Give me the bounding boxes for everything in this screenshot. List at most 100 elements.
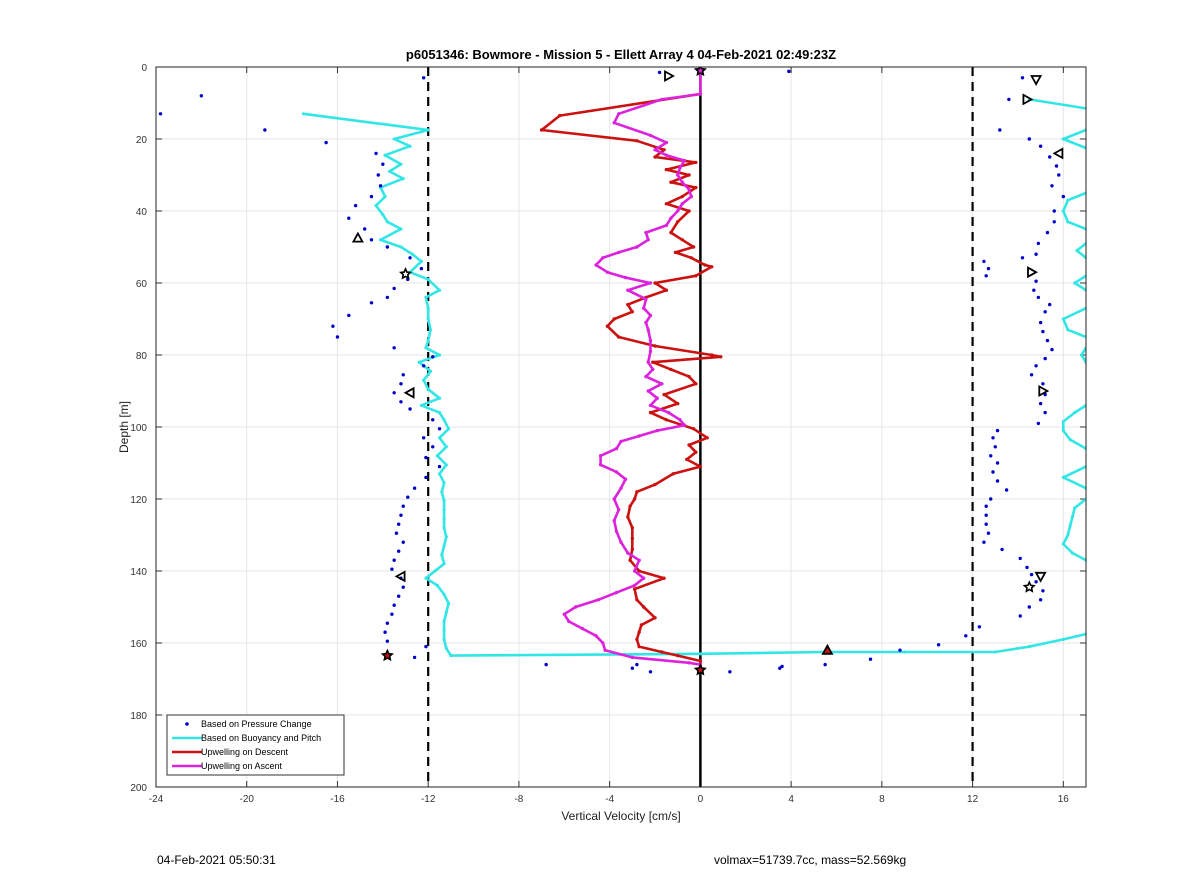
pressure-change-point bbox=[381, 162, 385, 166]
y-tick-label: 180 bbox=[130, 711, 147, 722]
upwelling-descent-point bbox=[637, 630, 641, 634]
pressure-change-point bbox=[408, 256, 412, 260]
pressure-change-point bbox=[984, 513, 988, 517]
upwelling-descent-point bbox=[662, 392, 666, 397]
upwelling-descent-point bbox=[626, 302, 630, 307]
upwelling-ascent-point bbox=[617, 112, 621, 116]
event-marker-triangle-left bbox=[394, 570, 406, 583]
pressure-change-point bbox=[392, 603, 396, 607]
pressure-change-point bbox=[1052, 220, 1056, 224]
buoyancy-pitch-point bbox=[442, 499, 446, 503]
pressure-change-point bbox=[324, 140, 328, 145]
legend: Based on Pressure Change Based on Buoyanc… bbox=[166, 714, 345, 776]
pressure-change-point bbox=[421, 76, 426, 80]
legend-entry: Upwelling on Descent bbox=[201, 747, 289, 757]
pressure-change-point bbox=[397, 594, 401, 598]
upwelling-descent-point bbox=[653, 616, 657, 620]
pressure-change-point bbox=[331, 324, 335, 328]
pressure-change-point bbox=[1034, 252, 1038, 256]
upwelling-descent-point bbox=[689, 256, 694, 260]
upwelling-descent-point bbox=[687, 173, 691, 177]
pressure-change-point bbox=[401, 585, 405, 589]
x-axis-label: Vertical Velocity [cm/s] bbox=[561, 809, 680, 823]
upwelling-descent-point bbox=[687, 374, 691, 379]
buoyancy-pitch-point bbox=[428, 328, 433, 332]
chart-title: p6051346: Bowmore - Mission 5 - Ellett A… bbox=[406, 47, 836, 62]
pressure-change-point bbox=[1032, 288, 1036, 292]
upwelling-descent-point bbox=[687, 209, 691, 213]
pressure-change-point bbox=[392, 558, 396, 562]
upwelling-descent-point bbox=[660, 650, 664, 654]
upwelling-ascent-point bbox=[623, 275, 628, 280]
upwelling-descent-point bbox=[710, 265, 714, 269]
x-tick-label: -24 bbox=[149, 794, 164, 805]
upwelling-ascent-point bbox=[596, 598, 601, 602]
y-tick-label: 0 bbox=[141, 63, 147, 74]
pressure-change-point bbox=[1043, 410, 1047, 415]
buoyancy-pitch-point bbox=[419, 259, 423, 263]
buoyancy-pitch-point bbox=[1061, 420, 1065, 424]
upwelling-descent-point bbox=[664, 202, 669, 206]
pressure-change-point bbox=[1045, 230, 1050, 235]
pressure-change-point bbox=[1048, 155, 1052, 159]
upwelling-descent-point bbox=[680, 194, 684, 199]
buoyancy-pitch-line bbox=[1062, 307, 1086, 339]
pressure-change-point bbox=[412, 655, 417, 660]
legend-entry: Based on Pressure Change bbox=[201, 719, 312, 729]
pressure-change-point bbox=[1036, 295, 1041, 300]
pressure-change-point bbox=[984, 274, 988, 278]
buoyancy-pitch-point bbox=[444, 646, 448, 651]
pressure-change-point bbox=[1036, 241, 1041, 246]
event-marker-triangle-right bbox=[664, 69, 675, 83]
upwelling-ascent-point bbox=[698, 92, 703, 96]
pressure-change-point bbox=[369, 194, 374, 199]
pressure-change-point bbox=[431, 418, 435, 422]
pressure-change-point bbox=[419, 266, 424, 271]
event-marker-triangle-up bbox=[351, 231, 364, 243]
buoyancy-pitch-point bbox=[442, 619, 446, 624]
buoyancy-pitch-point bbox=[401, 177, 405, 181]
upwelling-ascent-point bbox=[580, 626, 585, 631]
event-marker-triangle-left bbox=[1052, 147, 1064, 160]
buoyancy-pitch-point bbox=[444, 445, 448, 449]
pressure-change-point bbox=[1036, 421, 1041, 426]
pressure-change-point bbox=[347, 313, 351, 318]
buoyancy-pitch-point bbox=[426, 128, 430, 132]
pressure-change-point bbox=[1050, 184, 1054, 188]
pressure-change-point bbox=[544, 662, 548, 667]
buoyancy-pitch-point bbox=[381, 213, 385, 217]
upwelling-descent-point bbox=[694, 160, 698, 165]
event-marker-star bbox=[380, 648, 394, 662]
pressure-change-point bbox=[362, 227, 367, 231]
buoyancy-pitch-point bbox=[1066, 198, 1070, 202]
upwelling-ascent-point bbox=[646, 238, 650, 242]
y-tick-label: 200 bbox=[130, 783, 147, 794]
pressure-change-point bbox=[408, 407, 412, 411]
buoyancy-pitch-point bbox=[1079, 353, 1084, 357]
y-tick-label: 100 bbox=[130, 423, 147, 434]
pressure-change-point bbox=[399, 400, 403, 404]
upwelling-descent-point bbox=[669, 180, 673, 184]
upwelling-descent-point bbox=[698, 464, 703, 469]
buoyancy-pitch-point bbox=[1066, 220, 1070, 224]
buoyancy-pitch-point bbox=[437, 288, 442, 292]
buoyancy-pitch-point bbox=[399, 162, 403, 166]
pressure-change-point bbox=[431, 445, 435, 449]
upwelling-descent-point bbox=[635, 637, 639, 642]
upwelling-descent-point bbox=[685, 457, 689, 462]
pressure-change-point bbox=[424, 455, 428, 460]
buoyancy-pitch-point bbox=[437, 472, 442, 476]
upwelling-descent-point bbox=[664, 288, 669, 292]
upwelling-descent-point bbox=[639, 623, 644, 627]
event-marker-star bbox=[1022, 580, 1036, 593]
event-marker-triangle-right bbox=[1027, 266, 1038, 279]
buoyancy-pitch-point bbox=[385, 220, 389, 224]
upwelling-ascent-point bbox=[567, 619, 571, 624]
buoyancy-pitch-point bbox=[426, 339, 430, 343]
buoyancy-pitch-point bbox=[442, 481, 446, 485]
x-tick-label: 4 bbox=[788, 794, 794, 805]
upwelling-descent-point bbox=[669, 230, 673, 235]
upwelling-ascent-point bbox=[637, 434, 641, 438]
upwelling-descent-point bbox=[694, 450, 698, 454]
